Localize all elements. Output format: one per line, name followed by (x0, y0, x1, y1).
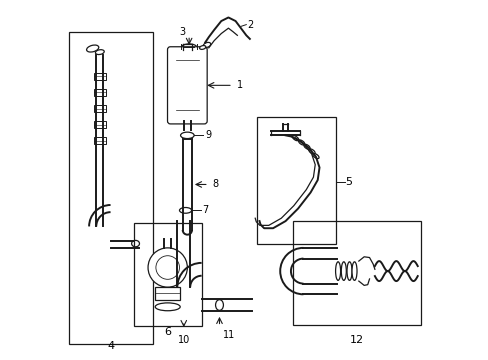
Ellipse shape (199, 46, 205, 49)
Text: 1: 1 (236, 80, 242, 90)
Text: 4: 4 (107, 342, 115, 351)
Ellipse shape (298, 140, 304, 145)
Text: 5: 5 (345, 177, 352, 187)
Text: 9: 9 (205, 130, 211, 140)
Circle shape (148, 248, 187, 287)
Ellipse shape (308, 149, 314, 154)
Ellipse shape (346, 262, 351, 280)
Ellipse shape (351, 262, 356, 280)
Bar (155, 287, 180, 300)
Ellipse shape (95, 50, 104, 54)
Bar (94, 138, 106, 144)
Text: 11: 11 (223, 330, 235, 340)
Ellipse shape (155, 303, 180, 311)
FancyBboxPatch shape (167, 47, 207, 124)
Bar (94, 121, 106, 128)
Bar (94, 105, 106, 112)
Text: 12: 12 (349, 336, 364, 345)
Text: 2: 2 (247, 19, 253, 30)
Ellipse shape (304, 144, 309, 149)
Bar (134, 223, 201, 327)
Ellipse shape (215, 300, 223, 310)
Text: 8: 8 (212, 180, 218, 189)
Bar (69, 32, 153, 344)
Ellipse shape (335, 262, 340, 280)
Text: 7: 7 (202, 205, 208, 215)
Ellipse shape (131, 240, 139, 247)
Text: 6: 6 (164, 327, 171, 337)
Text: 10: 10 (177, 336, 189, 345)
Ellipse shape (179, 207, 191, 213)
Ellipse shape (341, 262, 346, 280)
Bar (94, 73, 106, 80)
Bar (292, 221, 421, 325)
Ellipse shape (181, 44, 197, 52)
Ellipse shape (292, 136, 298, 141)
Ellipse shape (180, 132, 194, 139)
Ellipse shape (312, 154, 318, 159)
Ellipse shape (86, 45, 99, 52)
Bar (257, 117, 335, 244)
Text: 3: 3 (179, 27, 185, 37)
Ellipse shape (203, 42, 210, 48)
Bar (94, 89, 106, 96)
